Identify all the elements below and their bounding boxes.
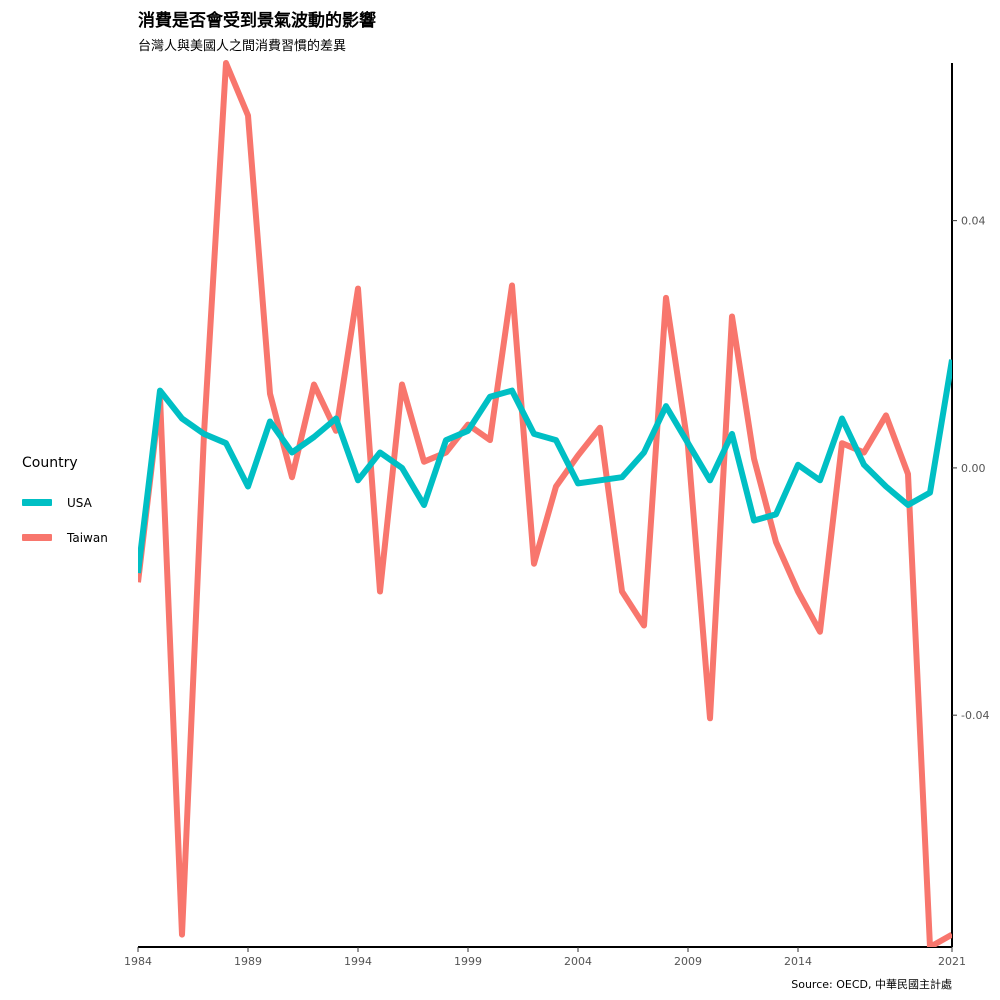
series-lines [138,60,952,947]
x-tick-label: 2021 [938,955,966,968]
x-tick-label: 2009 [674,955,702,968]
legend-title: Country [22,455,78,471]
chart-subtitle: 台灣人與美國人之間消費習慣的差異 [138,39,347,54]
legend-item-usa: USA [22,485,108,520]
y-tick-label: -0.04 [961,709,989,722]
y-tick-label: 0.04 [961,215,986,228]
legend-item-taiwan: Taiwan [22,520,108,555]
y-tick-label: 0.00 [961,462,986,475]
x-tick-label: 2014 [784,955,812,968]
axes: 1984 1989 1994 1999 2004 2009 2014 2021 0.04 0.00… [124,63,989,968]
chart-title: 消費是否會受到景氣波動的影響 [138,11,376,31]
series-line-taiwan [138,60,952,947]
legend-key-usa [22,499,52,506]
legend: Country USA Taiwan [22,455,108,555]
legend-label-usa: USA [67,495,92,510]
x-tick-label: 1994 [344,955,372,968]
x-tick-label: 2004 [564,955,592,968]
x-tick-label: 1984 [124,955,152,968]
x-tick-label: 1989 [234,955,262,968]
series-line-usa [138,359,952,574]
source-caption: Source: OECD, 中華民國主計處 [791,978,952,991]
x-tick-label: 1999 [454,955,482,968]
legend-label-taiwan: Taiwan [67,530,108,545]
legend-key-taiwan [22,534,52,541]
